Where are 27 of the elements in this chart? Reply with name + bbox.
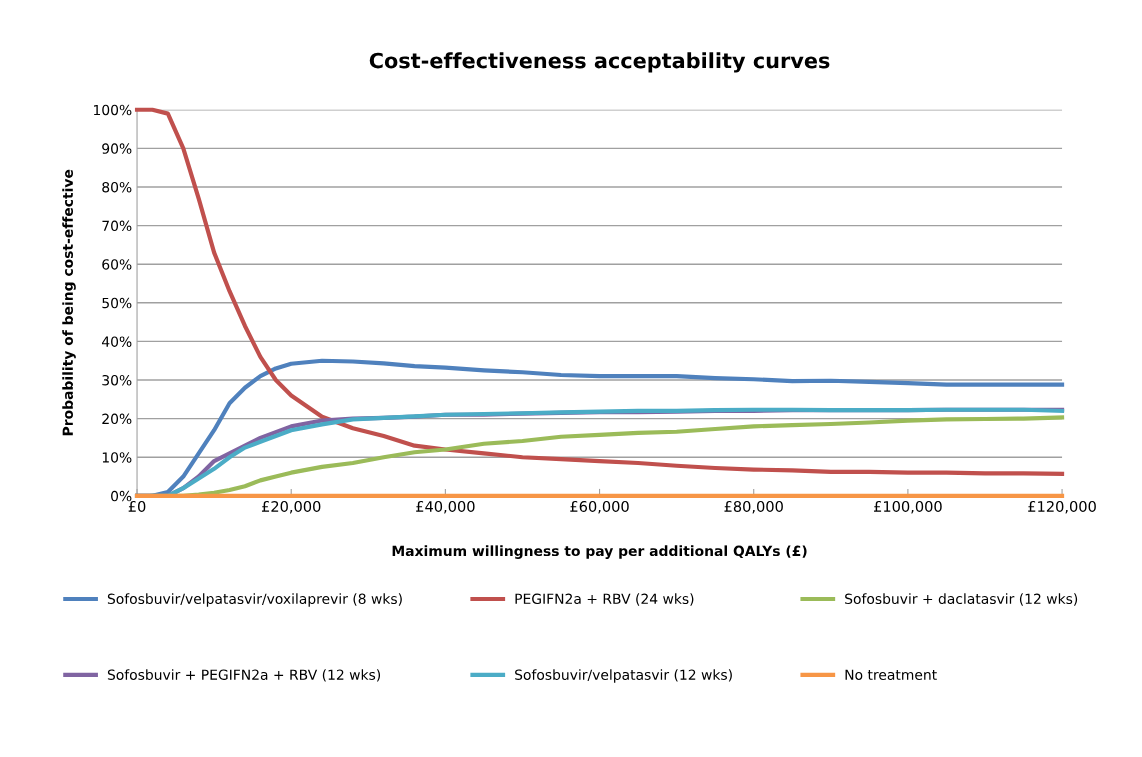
legend-label: Sofosbuvir/velpatasvir/voxilaprevir (8 wks) (107, 593, 402, 607)
legend-label: Sofosbuvir + daclatasvir (12 wks) (845, 593, 1078, 606)
y-axis-title: Probability of being cost-effective (62, 169, 76, 436)
y-tick-label: 0% (111, 490, 132, 502)
y-tick-label: 10% (102, 452, 132, 463)
x-tick-label: £120,000 (1028, 500, 1096, 514)
y-tick-label: 100% (94, 104, 132, 116)
y-tick-label: 50% (102, 297, 132, 309)
legend-label: No treatment (845, 669, 937, 680)
legend-label: PEGIFN2a + RBV (24 wks) (515, 593, 694, 606)
legend-label: Sofosbuvir + PEGIFN2a + RBV (12 wks) (107, 669, 381, 682)
x-tick-label: £20,000 (261, 500, 321, 514)
y-tick-label: 30% (102, 374, 132, 386)
y-tick-label: 20% (102, 413, 132, 425)
y-tick-label: 80% (102, 181, 132, 193)
x-tick-label: £80,000 (724, 500, 783, 514)
y-tick-label: 90% (102, 143, 132, 154)
y-tick-label: 40% (101, 336, 132, 347)
y-tick-label: 70% (102, 220, 132, 232)
chart-title: Cost-effectiveness acceptability curves (369, 52, 830, 73)
legend-label: Sofosbuvir/velpatasvir (12 wks) (515, 669, 732, 683)
x-tick-label: £60,000 (570, 500, 629, 514)
x-axis-title: Maximum willingness to pay per additional QALYs (£) (392, 545, 807, 559)
x-tick-label: £40,000 (416, 500, 475, 514)
x-tick-label: £100,000 (874, 500, 942, 514)
x-tick-label: £0 (128, 500, 146, 512)
y-tick-label: 60% (102, 259, 132, 270)
